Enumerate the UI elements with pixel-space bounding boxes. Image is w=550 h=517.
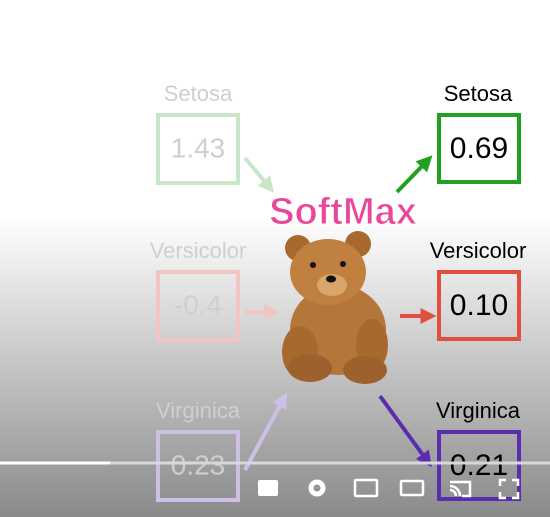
cast-button[interactable] xyxy=(449,480,472,498)
input-value: 0.23 xyxy=(171,449,226,480)
output-value: 0.69 xyxy=(450,132,508,165)
output-label: Virginica xyxy=(436,398,521,423)
output-label: Versicolor xyxy=(430,238,527,263)
input-value: 1.43 xyxy=(171,132,226,163)
input-box xyxy=(156,113,240,185)
output-value: 0.10 xyxy=(450,289,508,322)
settings-button[interactable] xyxy=(308,479,326,497)
output-box xyxy=(437,270,521,341)
output-label: Setosa xyxy=(444,81,513,106)
softmax-title: SoftMax xyxy=(269,191,417,233)
output-box xyxy=(437,113,521,184)
diagram: Setosa 1.43 Versicolor -0.4 Virginica 0.23 Set… xyxy=(150,81,527,502)
input-label: Setosa xyxy=(164,81,233,106)
input-box xyxy=(156,270,240,342)
output-value: 0.21 xyxy=(450,449,508,482)
arrow xyxy=(395,155,433,194)
output-box xyxy=(437,430,521,501)
input-value: -0.4 xyxy=(174,289,222,320)
miniplayer-button[interactable] xyxy=(353,478,379,498)
input-box xyxy=(156,430,240,502)
theater-button[interactable] xyxy=(399,479,425,497)
arrows xyxy=(243,155,437,471)
subtitles-button[interactable] xyxy=(258,480,278,496)
arrow xyxy=(378,394,432,468)
player-controls xyxy=(258,478,520,500)
arrow xyxy=(243,156,275,193)
input-label: Virginica xyxy=(156,398,241,423)
arrow xyxy=(243,392,288,471)
fullscreen-button[interactable] xyxy=(498,478,520,500)
teddy-bear xyxy=(282,231,388,384)
input-label: Versicolor xyxy=(150,238,247,263)
